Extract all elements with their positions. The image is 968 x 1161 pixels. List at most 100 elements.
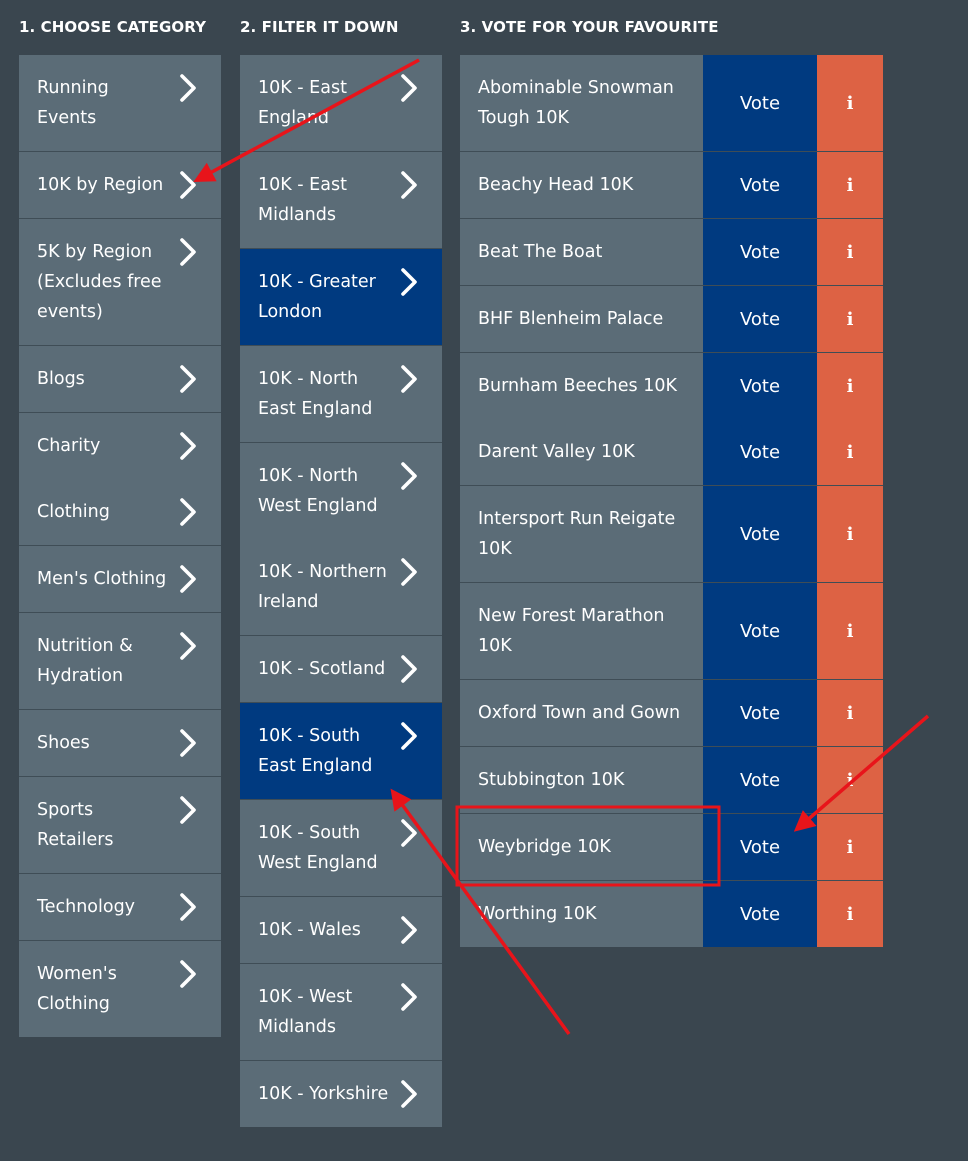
category-item-technology[interactable]: Technology [19, 874, 221, 941]
category-item-10k-by-region[interactable]: 10K by Region [19, 152, 221, 219]
category-label: Shoes [37, 733, 90, 753]
event-name: Abominable Snowman Tough 10K [460, 55, 703, 151]
chevron-right-icon [177, 795, 199, 825]
category-label: 5K by Region (Excludes free events) [37, 242, 162, 322]
chevron-right-icon [398, 364, 420, 394]
filter-list: 10K - East England 10K - East Midlands 1… [240, 55, 442, 1127]
vote-button[interactable]: Vote [703, 814, 817, 880]
category-item-running-events[interactable]: Running Events [19, 55, 221, 152]
category-item-shoes[interactable]: Shoes [19, 710, 221, 777]
chevron-right-icon [398, 654, 420, 684]
vote-row: Stubbington 10K Vote i [460, 747, 883, 814]
vote-button[interactable]: Vote [703, 486, 817, 582]
filter-item-south-east-england[interactable]: 10K - South East England [240, 703, 442, 800]
category-item-blogs[interactable]: Blogs [19, 346, 221, 413]
vote-button[interactable]: Vote [703, 219, 817, 285]
category-label: Sports Retailers [37, 800, 114, 850]
vote-button[interactable]: Vote [703, 680, 817, 746]
filter-label: 10K - Scotland [258, 659, 386, 679]
info-icon[interactable]: i [817, 55, 883, 151]
info-icon[interactable]: i [817, 419, 883, 485]
category-item-sports-retailers[interactable]: Sports Retailers [19, 777, 221, 874]
category-item-charity[interactable]: Charity [19, 413, 221, 479]
filter-label: 10K - East England [258, 78, 347, 128]
category-label: Women's Clothing [37, 964, 117, 1014]
category-item-womens-clothing[interactable]: Women's Clothing [19, 941, 221, 1037]
chevron-right-icon [177, 73, 199, 103]
category-label: Men's Clothing [37, 569, 167, 589]
filter-label: 10K - South East England [258, 726, 373, 776]
vote-button[interactable]: Vote [703, 152, 817, 218]
chevron-right-icon [177, 237, 199, 267]
vote-row: Darent Valley 10K Vote i [460, 419, 883, 486]
filter-item-wales[interactable]: 10K - Wales [240, 897, 442, 964]
chevron-right-icon [177, 431, 199, 461]
info-icon[interactable]: i [817, 881, 883, 947]
vote-button[interactable]: Vote [703, 881, 817, 947]
vote-button[interactable]: Vote [703, 419, 817, 485]
filter-item-greater-london[interactable]: 10K - Greater London [240, 249, 442, 346]
filter-label: 10K - Northern Ireland [258, 562, 387, 612]
filter-item-north-east-england[interactable]: 10K - North East England [240, 346, 442, 443]
event-name: New Forest Marathon 10K [460, 583, 703, 679]
filter-label: 10K - North East England [258, 369, 373, 419]
heading-filter-it-down: 2. FILTER IT DOWN [240, 18, 399, 36]
chevron-right-icon [177, 728, 199, 758]
filter-item-east-england[interactable]: 10K - East England [240, 55, 442, 152]
filter-item-west-midlands[interactable]: 10K - West Midlands [240, 964, 442, 1061]
chevron-right-icon [398, 170, 420, 200]
info-icon[interactable]: i [817, 583, 883, 679]
vote-list: Abominable Snowman Tough 10K Vote i Beachy… [460, 55, 883, 947]
filter-label: 10K - Wales [258, 920, 361, 940]
chevron-right-icon [398, 267, 420, 297]
chevron-right-icon [398, 721, 420, 751]
filter-item-northern-ireland[interactable]: 10K - Northern Ireland [240, 539, 442, 636]
filter-label: 10K - Yorkshire [258, 1084, 389, 1104]
info-icon[interactable]: i [817, 152, 883, 218]
filter-item-north-west-england[interactable]: 10K - North West England [240, 443, 442, 539]
event-name: Worthing 10K [460, 881, 703, 947]
category-list: Running Events 10K by Region 5K by Regio… [19, 55, 221, 1037]
filter-item-scotland[interactable]: 10K - Scotland [240, 636, 442, 703]
category-item-5k-by-region[interactable]: 5K by Region (Excludes free events) [19, 219, 221, 346]
event-name: Intersport Run Reigate 10K [460, 486, 703, 582]
category-item-clothing[interactable]: Clothing [19, 479, 221, 546]
info-icon[interactable]: i [817, 353, 883, 419]
vote-row: BHF Blenheim Palace Vote i [460, 286, 883, 353]
vote-row: Burnham Beeches 10K Vote i [460, 353, 883, 419]
vote-button[interactable]: Vote [703, 286, 817, 352]
chevron-right-icon [177, 959, 199, 989]
info-icon[interactable]: i [817, 286, 883, 352]
event-name: Beat The Boat [460, 219, 703, 285]
category-label: Blogs [37, 369, 85, 389]
vote-row: Beat The Boat Vote i [460, 219, 883, 286]
category-item-nutrition-hydration[interactable]: Nutrition & Hydration [19, 613, 221, 710]
info-icon[interactable]: i [817, 219, 883, 285]
chevron-right-icon [398, 818, 420, 848]
vote-button[interactable]: Vote [703, 55, 817, 151]
chevron-right-icon [398, 982, 420, 1012]
filter-item-south-west-england[interactable]: 10K - South West England [240, 800, 442, 897]
info-icon[interactable]: i [817, 486, 883, 582]
vote-button[interactable]: Vote [703, 747, 817, 813]
category-label: Technology [37, 897, 136, 917]
vote-row: Worthing 10K Vote i [460, 881, 883, 947]
filter-label: 10K - South West England [258, 823, 378, 873]
chevron-right-icon [398, 73, 420, 103]
category-item-mens-clothing[interactable]: Men's Clothing [19, 546, 221, 613]
filter-item-east-midlands[interactable]: 10K - East Midlands [240, 152, 442, 249]
vote-button[interactable]: Vote [703, 353, 817, 419]
filter-label: 10K - Greater London [258, 272, 376, 322]
chevron-right-icon [398, 461, 420, 491]
info-icon[interactable]: i [817, 747, 883, 813]
vote-row: Abominable Snowman Tough 10K Vote i [460, 55, 883, 152]
filter-item-yorkshire[interactable]: 10K - Yorkshire [240, 1061, 442, 1127]
vote-button[interactable]: Vote [703, 583, 817, 679]
category-label: Clothing [37, 502, 110, 522]
info-icon[interactable]: i [817, 680, 883, 746]
event-name: Darent Valley 10K [460, 419, 703, 485]
chevron-right-icon [398, 557, 420, 587]
chevron-right-icon [398, 915, 420, 945]
info-icon[interactable]: i [817, 814, 883, 880]
category-label: Running Events [37, 78, 109, 128]
